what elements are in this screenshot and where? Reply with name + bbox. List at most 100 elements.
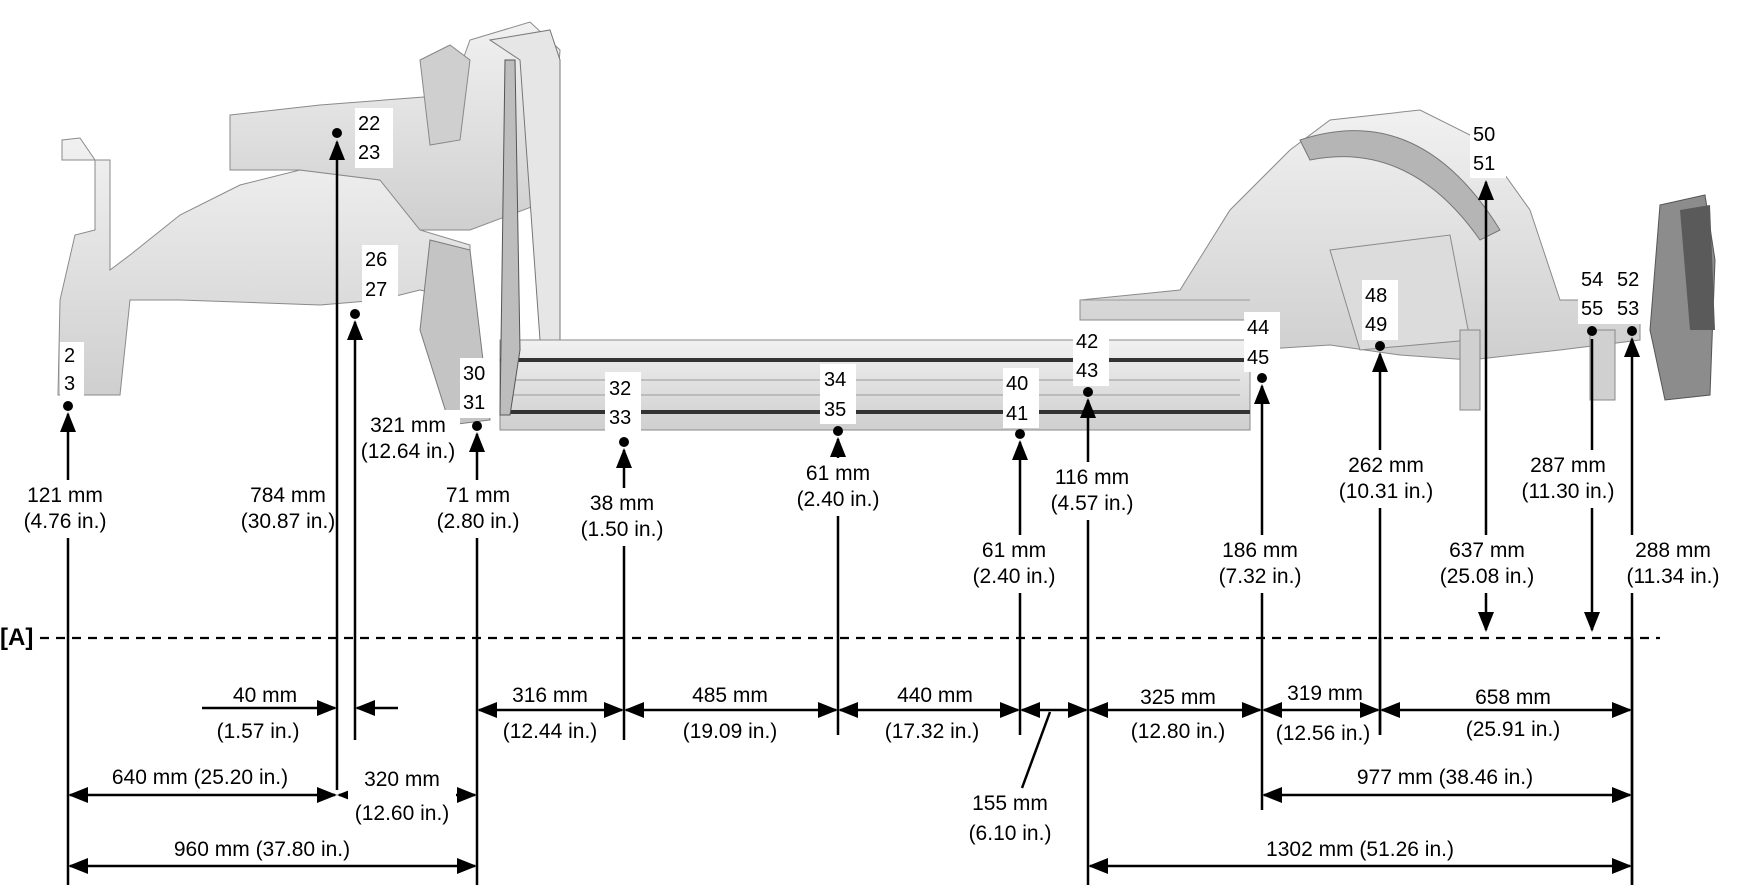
- height-mm: 121 mm: [27, 484, 103, 507]
- point-id-upper: 50: [1473, 124, 1495, 146]
- height-mm: 116 mm: [1055, 466, 1129, 489]
- point-52-53: 52 53 288 mm (11.34 in.): [1614, 264, 1735, 885]
- extension-lines: [66, 638, 1634, 885]
- dim-mm: 640 mm (25.20 in.): [112, 766, 288, 789]
- dim-325mm: 325 mm (12.80 in.): [1131, 686, 1226, 743]
- dim-in: (25.91 in.): [1466, 718, 1561, 741]
- point-id-lower: 31: [463, 392, 485, 414]
- height-in: (4.76 in.): [24, 510, 107, 533]
- height-mm: 288 mm: [1635, 539, 1711, 562]
- point-id-upper: 30: [463, 363, 485, 385]
- point-30-31: 30 31 71 mm (2.80 in.): [425, 358, 530, 638]
- reference-label: [A]: [0, 624, 33, 651]
- dim-977mm: 977 mm (38.46 in.): [1357, 766, 1533, 789]
- dim-mm: 325 mm: [1140, 686, 1216, 709]
- dim-1302mm: 1302 mm (51.26 in.): [1266, 838, 1454, 861]
- point-22-23: 22 23 784 mm (30.87 in.): [235, 108, 393, 638]
- dim-in: (19.09 in.): [683, 720, 778, 743]
- dim-in: (6.10 in.): [969, 822, 1052, 845]
- height-in: (4.57 in.): [1051, 492, 1134, 515]
- point-id-lower: 53: [1617, 298, 1639, 320]
- point-42-43: 42 43 116 mm (4.57 in.): [1038, 326, 1148, 638]
- point-id-upper: 42: [1076, 331, 1098, 353]
- point-marker: [1015, 429, 1025, 439]
- point-id-upper: 2: [64, 345, 75, 367]
- point-id-lower: 51: [1473, 153, 1495, 175]
- height-mm: 61 mm: [806, 462, 870, 485]
- dim-mm: 485 mm: [692, 684, 768, 707]
- dim-40mm: 40 mm (1.57 in.): [217, 684, 300, 743]
- point-id-lower: 23: [358, 142, 380, 164]
- height-in: (2.40 in.): [797, 488, 880, 511]
- dim-316mm: 316 mm (12.44 in.): [503, 684, 598, 743]
- dim-mm: 1302 mm (51.26 in.): [1266, 838, 1454, 861]
- point-32-33: 32 33 38 mm (1.50 in.): [570, 372, 675, 638]
- height-in: (30.87 in.): [241, 510, 336, 533]
- point-id-lower: 55: [1581, 298, 1603, 320]
- dim-320mm: 320 mm (12.60 in.): [348, 764, 456, 826]
- dim-mm: 155 mm: [972, 792, 1048, 815]
- point-marker: [332, 128, 342, 138]
- height-in: (11.34 in.): [1627, 565, 1720, 588]
- dim-mm: 440 mm: [897, 684, 973, 707]
- dim-mm: 960 mm (37.80 in.): [174, 838, 350, 861]
- point-id-upper: 52: [1617, 269, 1639, 291]
- horizontal-dimension-labels: 40 mm (1.57 in.) 316 mm (12.44 in.) 485 …: [112, 682, 1560, 861]
- dim-440mm: 440 mm (17.32 in.): [885, 684, 980, 743]
- point-id-upper: 44: [1247, 317, 1269, 339]
- point-marker: [619, 437, 629, 447]
- point-26-27: 26 27 321 mm (12.64 in.): [347, 245, 460, 740]
- point-id-lower: 33: [609, 407, 631, 429]
- point-id-upper: 34: [824, 369, 846, 391]
- point-id-upper: 54: [1581, 269, 1603, 291]
- point-44-45: 44 45 186 mm (7.32 in.): [1205, 312, 1315, 638]
- point-marker: [1257, 373, 1267, 383]
- height-mm: 71 mm: [446, 484, 510, 507]
- point-id-upper: 40: [1006, 373, 1028, 395]
- dim-960mm: 960 mm (37.80 in.): [174, 838, 350, 861]
- point-id-upper: 22: [358, 113, 380, 135]
- height-in: (12.64 in.): [361, 440, 456, 463]
- dim-in: (1.57 in.): [217, 720, 300, 743]
- reference-line-a: [A]: [0, 624, 1660, 651]
- height-mm: 262 mm: [1348, 454, 1424, 477]
- point-marker: [472, 421, 482, 431]
- dim-640mm: 640 mm (25.20 in.): [112, 766, 288, 789]
- height-in: (11.30 in.): [1522, 480, 1615, 503]
- dim-mm: 319 mm: [1287, 682, 1363, 705]
- height-in: (2.80 in.): [437, 510, 520, 533]
- height-mm: 61 mm: [982, 539, 1046, 562]
- height-mm: 637 mm: [1449, 539, 1525, 562]
- point-id-lower: 27: [365, 279, 387, 301]
- dim-mm: 40 mm: [233, 684, 297, 707]
- dim-in: (12.60 in.): [355, 802, 450, 825]
- height-mm: 38 mm: [590, 492, 654, 515]
- dim-mm: 320 mm: [364, 768, 440, 791]
- height-mm: 321 mm: [370, 414, 446, 437]
- height-in: (10.31 in.): [1339, 480, 1434, 503]
- dim-in: (17.32 in.): [885, 720, 980, 743]
- height-mm: 784 mm: [250, 484, 326, 507]
- height-in: (1.50 in.): [581, 518, 664, 541]
- vehicle-underbody-illustration: [57, 21, 1716, 431]
- point-id-lower: 45: [1247, 347, 1269, 369]
- dim-mm: 316 mm: [512, 684, 588, 707]
- point-marker: [1587, 326, 1597, 336]
- point-marker: [350, 309, 360, 319]
- point-marker: [833, 426, 843, 436]
- point-marker: [1627, 326, 1637, 336]
- measurement-points: 2 3 121 mm (4.76 in.) 22 23 784 mm (30.8…: [10, 108, 1735, 885]
- dim-in: (12.56 in.): [1276, 722, 1371, 745]
- height-mm: 186 mm: [1222, 539, 1298, 562]
- height-in: (25.08 in.): [1440, 565, 1535, 588]
- point-id-lower: 3: [64, 373, 75, 395]
- point-marker: [1375, 341, 1385, 351]
- point-50-51: 50 51 637 mm (25.08 in.): [1430, 118, 1545, 632]
- point-id-upper: 32: [609, 378, 631, 400]
- point-48-49: 48 49 262 mm (10.31 in.): [1328, 280, 1443, 735]
- point-54-55: 54 55 287 mm (11.30 in.): [1510, 264, 1625, 632]
- height-mm: 287 mm: [1530, 454, 1606, 477]
- height-in: (2.40 in.): [973, 565, 1056, 588]
